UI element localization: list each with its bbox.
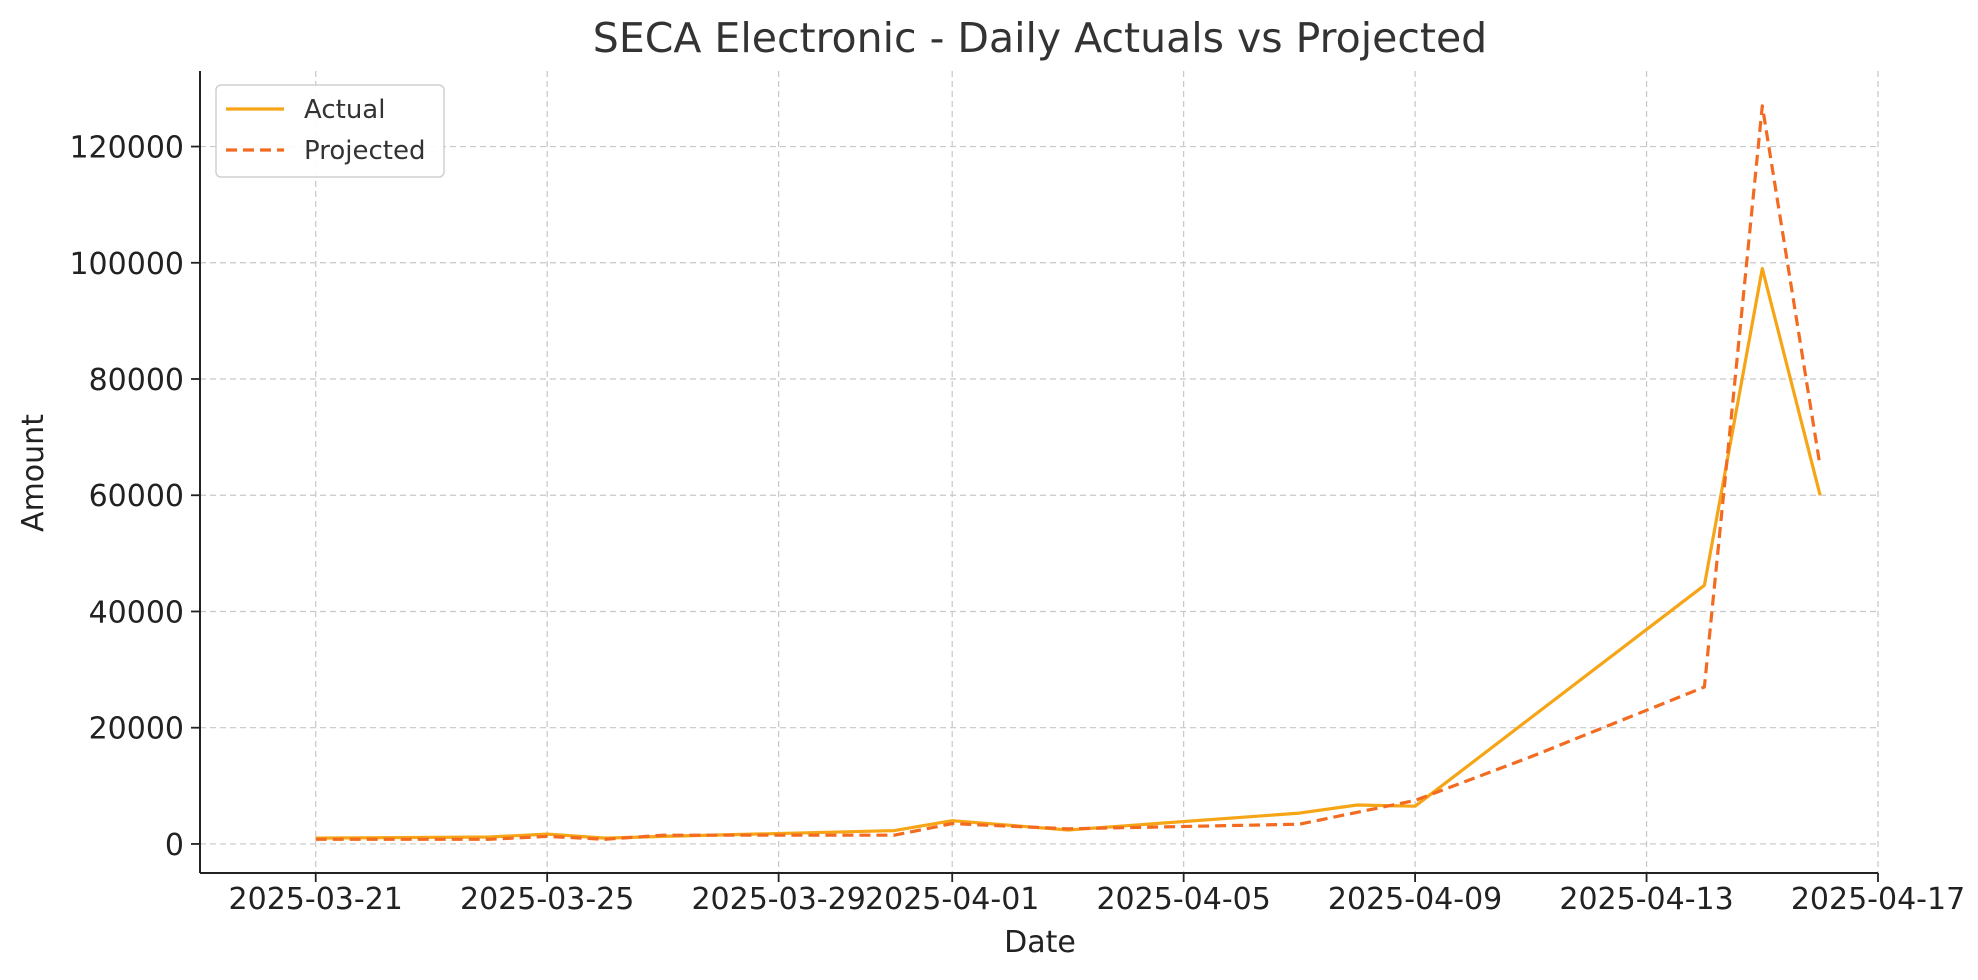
x-tick-label: 2025-04-13	[1559, 882, 1733, 917]
y-tick-label: 40000	[89, 595, 184, 630]
axes	[199, 71, 1878, 874]
x-tick-label: 2025-03-25	[460, 882, 634, 917]
y-tick-label: 0	[165, 828, 184, 863]
x-tick-label: 2025-03-21	[229, 882, 403, 917]
x-tick-label: 2025-03-29	[691, 882, 865, 917]
y-tick-label: 120000	[69, 131, 184, 166]
chart-title: SECA Electronic - Daily Actuals vs Proje…	[593, 14, 1487, 62]
y-ticks: 0 20000 40000 60000 80000 100000 120000	[69, 131, 200, 863]
x-tick-label: 2025-04-01	[865, 882, 1039, 917]
legend-label: Projected	[304, 136, 425, 166]
legend-label: Actual	[304, 95, 385, 125]
y-tick-label: 80000	[89, 363, 184, 398]
series-lines	[315, 104, 1822, 841]
y-tick-label: 60000	[89, 479, 184, 514]
y-tick-label: 100000	[69, 247, 184, 282]
grid	[200, 71, 1879, 873]
y-tick-label: 20000	[89, 712, 184, 747]
y-axis-label: Amount	[16, 414, 51, 532]
x-tick-label: 2025-04-17	[1791, 882, 1965, 917]
series-line-projected	[315, 104, 1822, 841]
x-tick-label: 2025-04-05	[1096, 882, 1270, 917]
x-tick-label: 2025-04-09	[1328, 882, 1502, 917]
x-axis-label: Date	[1004, 925, 1076, 960]
legend: Actual Projected	[215, 84, 445, 178]
x-ticks: 2025-03-21 2025-03-25 2025-03-29 2025-04-01…	[229, 873, 1965, 917]
series-line-actual	[315, 267, 1822, 840]
